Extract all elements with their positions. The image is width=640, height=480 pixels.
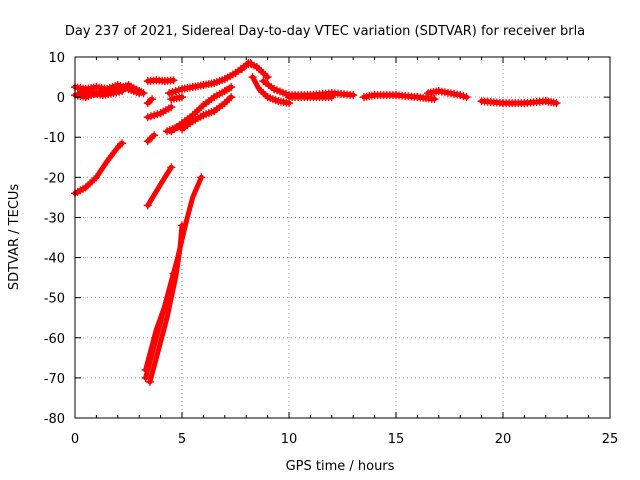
y-tick-label: -70 xyxy=(44,372,65,387)
data-layer xyxy=(71,59,561,386)
y-tick-label: -80 xyxy=(44,412,65,427)
x-tick-label: 15 xyxy=(388,432,405,447)
data-arc xyxy=(145,132,157,144)
data-arc xyxy=(72,140,125,196)
y-tick-label: -60 xyxy=(44,332,65,347)
y-axis-label: SDTVAR / TECUs xyxy=(7,184,22,291)
x-tick-label: 0 xyxy=(71,432,79,447)
y-tick-label: -10 xyxy=(44,131,65,146)
axes: 10 0 -10 -20 -30 -40 -50 -60 -70 -80 0 5 10 15 20 25 xyxy=(44,51,619,447)
plot-frame xyxy=(74,56,611,419)
y-tick-label: -20 xyxy=(44,171,65,186)
x-axis-label: GPS time / hours xyxy=(286,459,395,474)
x-tick-label: 20 xyxy=(495,432,512,447)
x-tick-label: 25 xyxy=(602,432,619,447)
y-tick-label: -40 xyxy=(44,252,65,267)
data-arc xyxy=(145,77,176,84)
y-tick-label: -30 xyxy=(44,211,65,226)
y-tick-label: 10 xyxy=(48,51,65,66)
y-tick-label: 0 xyxy=(57,91,65,106)
data-arc xyxy=(239,60,271,80)
x-tick-label: 10 xyxy=(281,432,298,447)
y-tick-label: -50 xyxy=(44,292,65,307)
x-tick-label: 5 xyxy=(178,432,186,447)
chart-title: Day 237 of 2021, Sidereal Day-to-day VTE… xyxy=(65,24,585,39)
